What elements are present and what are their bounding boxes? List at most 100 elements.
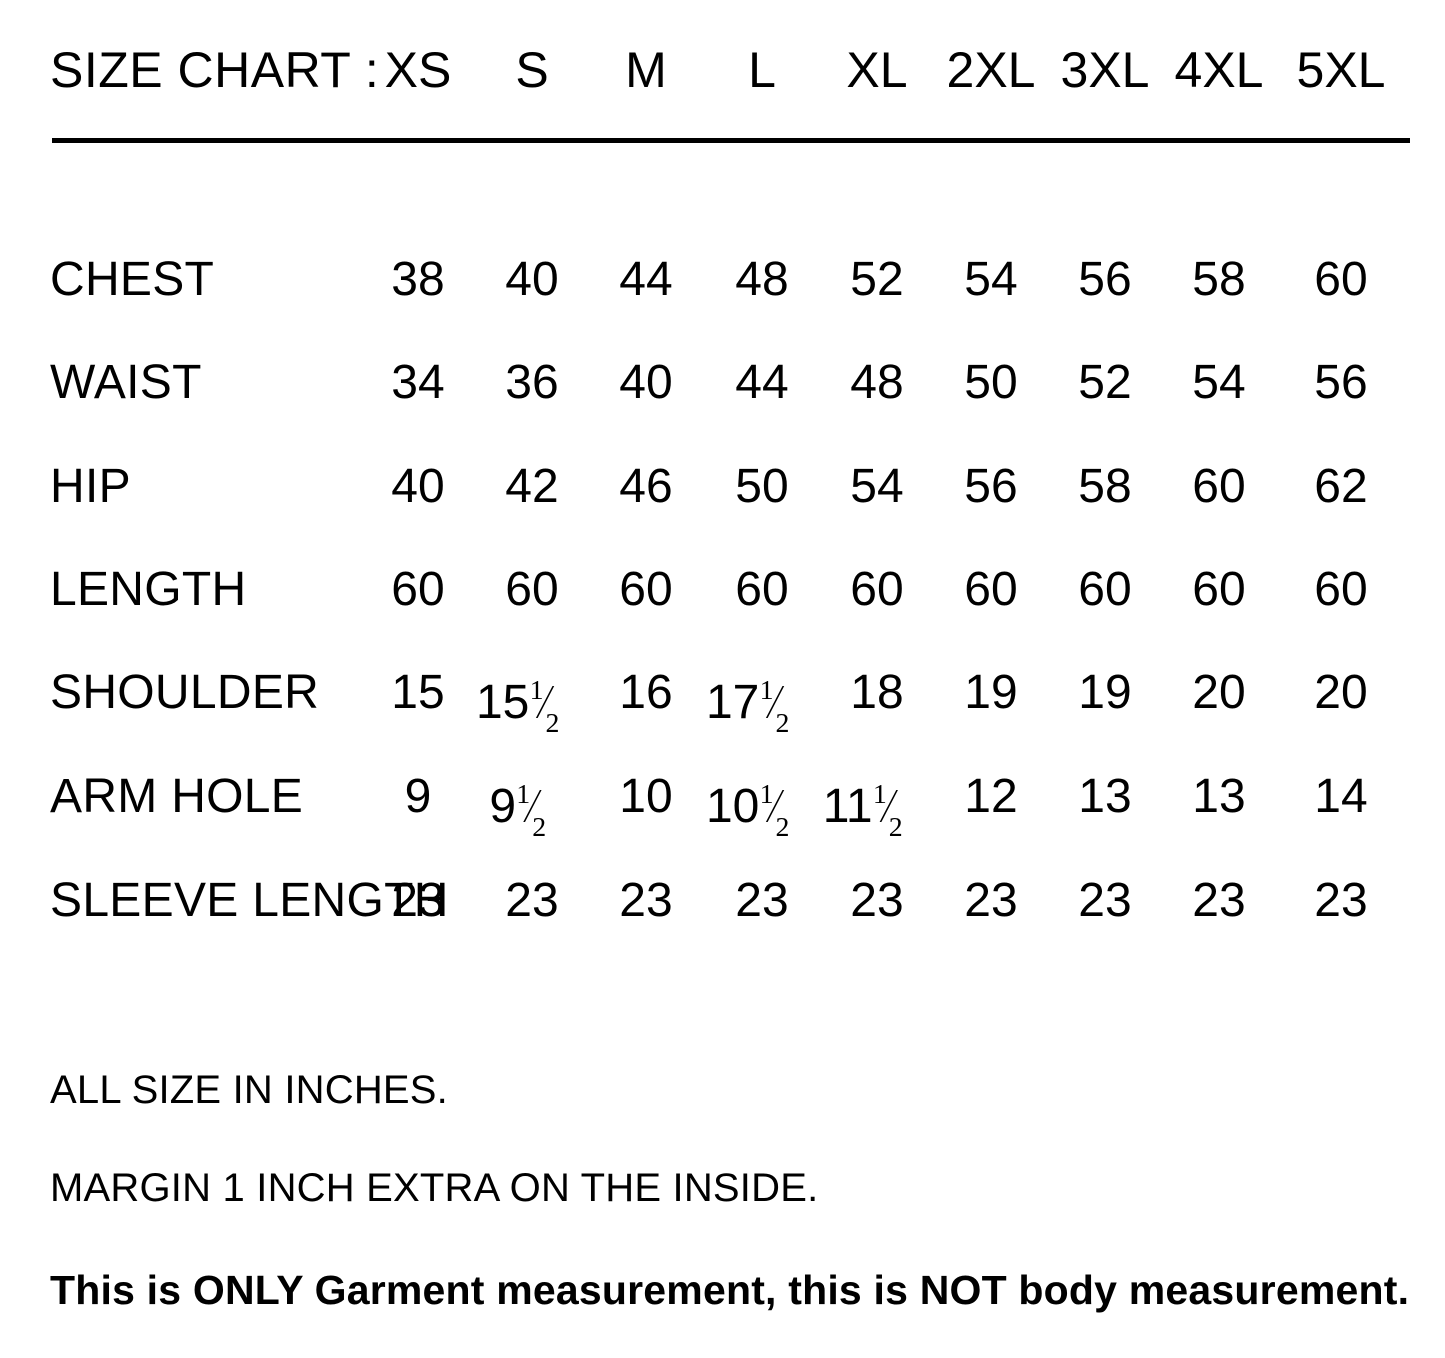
cell-whole-number: 20: [1314, 666, 1368, 719]
fraction-slash-icon: ⁄: [542, 674, 549, 729]
fraction-denominator: 2: [532, 811, 547, 843]
cell-value: 13: [1078, 762, 1131, 832]
cell-value: 58: [1192, 245, 1245, 315]
cell-whole-number: 10: [619, 770, 673, 823]
size-column-header-3xl: 3XL: [1060, 42, 1150, 98]
cell-whole-number: 23: [735, 874, 789, 927]
size-column-header-5xl: 5XL: [1296, 42, 1386, 98]
cell-value: 20: [1314, 658, 1367, 728]
cell-value: 60: [1192, 555, 1245, 625]
fraction-numerator: 1: [516, 779, 531, 811]
fraction-slash-icon: ⁄: [529, 778, 536, 833]
table-row: SHOULDER 15 151⁄2 16 171⁄2 18 19 19 20 20: [0, 658, 1445, 739]
cell-whole-number: 60: [1314, 253, 1368, 306]
cell-value: 60: [964, 555, 1017, 625]
cell-whole-number: 60: [505, 563, 559, 616]
fraction-numerator: 1: [759, 779, 774, 811]
row-label-sleeve-length: SLEEVE LENGTH: [50, 874, 449, 927]
cell-value: 91⁄2: [489, 762, 546, 860]
row-label-chest: CHEST: [50, 253, 215, 306]
fraction-numerator: 1: [529, 675, 544, 707]
table-row: CHEST 38 40 44 48 52 54 56 58 60: [0, 245, 1445, 315]
cell-whole-number: 40: [391, 460, 445, 513]
cell-whole-number: 54: [850, 460, 904, 513]
fraction-denominator: 2: [775, 707, 790, 739]
cell-whole-number: 60: [1192, 460, 1246, 513]
cell-value: 19: [1078, 658, 1131, 728]
cell-whole-number: 50: [735, 460, 789, 513]
cell-whole-number: 15: [475, 676, 530, 729]
cell-value: 50: [964, 348, 1017, 418]
fraction-numerator: 1: [872, 779, 887, 811]
cell-value: 23: [619, 866, 672, 936]
cell-whole-number: 34: [391, 356, 445, 409]
cell-whole-number: 20: [1192, 666, 1246, 719]
cell-whole-number: 48: [850, 356, 904, 409]
cell-value: 48: [850, 348, 903, 418]
cell-whole-number: 23: [1192, 874, 1246, 927]
cell-whole-number: 19: [1078, 666, 1132, 719]
size-column-header-xl: XL: [846, 42, 908, 98]
cell-value: 60: [1192, 452, 1245, 522]
page-title: SIZE CHART :: [50, 42, 380, 98]
cell-value: 44: [735, 348, 788, 418]
cell-whole-number: 9: [489, 780, 517, 833]
cell-whole-number: 23: [850, 874, 904, 927]
cell-value: 60: [1314, 245, 1367, 315]
cell-whole-number: 13: [1078, 770, 1132, 823]
cell-value: 54: [964, 245, 1017, 315]
cell-value: 111⁄2: [823, 762, 903, 860]
cell-value: 36: [505, 348, 558, 418]
cell-whole-number: 60: [391, 563, 445, 616]
note-garment-disclaimer: This is ONLY Garment measurement, this i…: [50, 1267, 1410, 1313]
cell-whole-number: 60: [1314, 563, 1368, 616]
cell-value: 10: [619, 762, 672, 832]
note-margin: MARGIN 1 INCH EXTRA ON THE INSIDE.: [50, 1166, 819, 1210]
row-label-hip: HIP: [50, 460, 131, 513]
cell-value: 60: [1314, 555, 1367, 625]
note-units: ALL SIZE IN INCHES.: [50, 1068, 448, 1112]
cell-whole-number: 18: [850, 666, 904, 719]
cell-value: 46: [619, 452, 672, 522]
fraction-slash-icon: ⁄: [885, 778, 892, 833]
fraction-numerator: 1: [759, 675, 774, 707]
cell-whole-number: 19: [964, 666, 1018, 719]
cell-value: 40: [505, 245, 558, 315]
cell-value: 23: [735, 866, 788, 936]
cell-whole-number: 44: [619, 253, 673, 306]
cell-value: 52: [1078, 348, 1131, 418]
cell-value: 38: [391, 245, 444, 315]
table-row: HIP 40 42 46 50 54 56 58 60 62: [0, 452, 1445, 522]
cell-whole-number: 11: [822, 780, 873, 833]
table-row: LENGTH 60 60 60 60 60 60 60 60 60: [0, 555, 1445, 625]
cell-value: 40: [391, 452, 444, 522]
cell-value: 44: [619, 245, 672, 315]
cell-value: 13: [1192, 762, 1245, 832]
cell-value: 60: [1078, 555, 1131, 625]
cell-whole-number: 58: [1078, 460, 1132, 513]
cell-value: 48: [735, 245, 788, 315]
cell-value: 23: [1078, 866, 1131, 936]
cell-fraction: 1⁄2: [873, 762, 904, 860]
cell-value: 15: [391, 658, 444, 728]
cell-whole-number: 38: [391, 253, 445, 306]
cell-value: 23: [391, 866, 444, 936]
cell-whole-number: 60: [619, 563, 673, 616]
cell-value: 60: [735, 555, 788, 625]
cell-whole-number: 36: [505, 356, 559, 409]
cell-value: 34: [391, 348, 444, 418]
row-label-waist: WAIST: [50, 356, 202, 409]
table-row: SLEEVE LENGTH 23 23 23 23 23 23 23 23 23: [0, 866, 1445, 936]
cell-value: 40: [619, 348, 672, 418]
size-column-header-s: S: [515, 42, 549, 98]
cell-value: 56: [964, 452, 1017, 522]
cell-whole-number: 10: [705, 780, 760, 833]
cell-whole-number: 23: [505, 874, 559, 927]
size-column-header-2xl: 2XL: [946, 42, 1036, 98]
cell-whole-number: 58: [1192, 253, 1246, 306]
cell-value: 23: [850, 866, 903, 936]
cell-value: 151⁄2: [476, 658, 560, 756]
cell-whole-number: 44: [735, 356, 789, 409]
cell-whole-number: 12: [964, 770, 1018, 823]
